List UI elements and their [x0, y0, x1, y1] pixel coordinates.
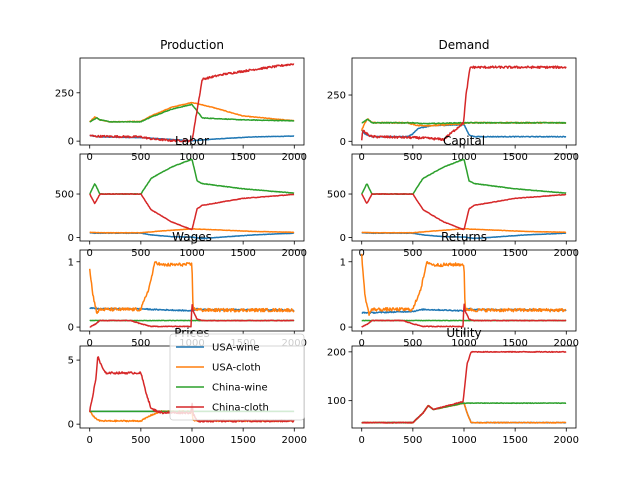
x-tick-label: 2000: [554, 248, 579, 259]
x-tick-label: 0: [87, 338, 93, 349]
x-tick-label: 1000: [179, 248, 204, 259]
series-line-china-wine: [89, 103, 295, 123]
y-tick-label: 250: [327, 91, 346, 102]
y-tick-label: 0: [68, 323, 74, 334]
x-tick-label: 500: [403, 435, 422, 446]
series-line-usa-cloth: [360, 253, 567, 317]
series-line-usa-cloth: [361, 402, 567, 424]
axes-frame: [79, 57, 305, 146]
x-tick-label: 2000: [554, 435, 579, 446]
x-tick-label: 1500: [502, 435, 527, 446]
y-tick-label: 0: [68, 420, 74, 431]
x-tick-label: 1000: [179, 152, 204, 163]
x-tick-label: 0: [359, 435, 365, 446]
subplot-returns: 0 500 1000 1500 2000 0 1 Returns: [340, 230, 579, 349]
subplot-title: Utility: [446, 326, 481, 340]
legend-label-usa-cloth: USA-cloth: [212, 363, 261, 374]
y-tick-label: 5: [68, 356, 74, 367]
x-tick-label: 0: [87, 152, 93, 163]
y-tick-label: 0: [68, 137, 74, 148]
x-tick-label: 1500: [502, 152, 527, 163]
x-tick-label: 500: [131, 248, 150, 259]
legend: USA-wine USA-cloth China-wine China-cloth: [169, 333, 305, 421]
x-tick-label: 1000: [451, 152, 476, 163]
x-tick-label: 0: [359, 248, 365, 259]
legend-box: [169, 333, 305, 421]
series-line-china-cloth: [361, 303, 567, 328]
legend-label-china-wine: China-wine: [212, 383, 268, 394]
subplot-title: Demand: [439, 38, 490, 52]
y-tick-label: 500: [55, 190, 74, 201]
y-tick-label: 0: [340, 137, 346, 148]
x-tick-label: 500: [131, 435, 150, 446]
series-line-china-cloth: [360, 65, 567, 142]
subplot-title: Capital: [443, 134, 485, 148]
subplot-demand: 0 500 1000 1500 2000 0 250 Demand: [327, 38, 579, 163]
x-tick-label: 2000: [554, 338, 579, 349]
y-tick-label: 500: [327, 190, 346, 201]
x-tick-label: 0: [359, 338, 365, 349]
x-tick-label: 1500: [230, 152, 255, 163]
x-tick-label: 2000: [282, 152, 307, 163]
subplot-utility: 0 500 1000 1500 2000 100 200 Utility: [327, 326, 579, 446]
y-tick-label: 1: [68, 257, 74, 268]
y-tick-label: 250: [55, 88, 74, 99]
x-tick-label: 2000: [282, 435, 307, 446]
x-tick-label: 500: [131, 152, 150, 163]
x-tick-label: 1000: [451, 248, 476, 259]
y-tick-label: 1: [340, 257, 346, 268]
x-tick-label: 1000: [179, 435, 204, 446]
series-line-china-cloth: [89, 193, 295, 231]
x-tick-label: 2000: [554, 152, 579, 163]
subplot-title: Labor: [175, 134, 209, 148]
x-tick-label: 2000: [282, 248, 307, 259]
subplot-title: Production: [160, 38, 224, 52]
x-tick-label: 1500: [502, 338, 527, 349]
subplot-labor: 0 500 1000 1500 2000 0 500 Labor: [55, 134, 307, 259]
legend-label-china-cloth: China-cloth: [212, 403, 269, 414]
series-line-china-cloth: [361, 193, 567, 231]
x-tick-label: 500: [131, 338, 150, 349]
y-tick-label: 0: [68, 233, 74, 244]
series-line-china-cloth: [89, 63, 295, 143]
y-tick-label: 100: [327, 396, 346, 407]
x-tick-label: 1500: [230, 435, 255, 446]
x-tick-label: 500: [403, 338, 422, 349]
axes-frame: [351, 57, 577, 146]
y-tick-label: 200: [327, 347, 346, 358]
x-tick-label: 1500: [502, 248, 527, 259]
subplot-title: Returns: [441, 230, 487, 244]
subplot-title: Wages: [172, 230, 212, 244]
subplot-capital: 0 500 1000 1500 2000 0 500 Capital: [327, 134, 579, 259]
series-line-usa-wine: [361, 402, 567, 424]
series-line-china-wine: [89, 158, 295, 195]
series-line-china-wine: [361, 158, 567, 196]
subplot-production: 0 500 1000 1500 2000 0 250 Production: [55, 38, 307, 163]
legend-label-usa-wine: USA-wine: [212, 343, 260, 354]
x-tick-label: 0: [87, 435, 93, 446]
x-tick-label: 500: [403, 248, 422, 259]
series-line-china-wine: [361, 402, 567, 424]
x-tick-label: 1000: [451, 435, 476, 446]
x-tick-label: 0: [359, 152, 365, 163]
y-tick-label: 0: [340, 233, 346, 244]
y-tick-label: 0: [340, 323, 346, 334]
series-line-usa-cloth: [88, 260, 295, 315]
series-line-china-cloth: [89, 304, 295, 328]
x-tick-label: 500: [403, 152, 422, 163]
series-line-china-cloth: [361, 350, 567, 424]
x-tick-label: 0: [87, 248, 93, 259]
x-tick-label: 1000: [451, 338, 476, 349]
x-tick-label: 1500: [230, 248, 255, 259]
